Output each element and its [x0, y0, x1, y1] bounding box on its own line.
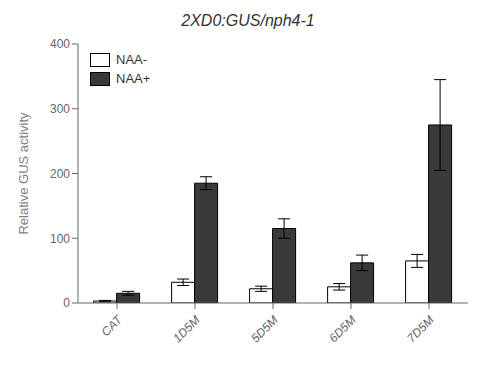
- html-text:NAA-: NAA-: [116, 52, 148, 67]
- svg-text:200: 200: [50, 167, 70, 181]
- html-text:NAA+: NAA+: [116, 71, 151, 86]
- svg-text:7D5M: 7D5M: [404, 313, 437, 346]
- svg-text:CAT: CAT: [99, 312, 126, 339]
- svg-text:5D5M: 5D5M: [248, 313, 281, 346]
- html-text:2XD0:GUS/nph4-1: 2XD0:GUS/nph4-1: [181, 12, 315, 29]
- svg-text:Relative GUS activity: Relative GUS activity: [16, 112, 31, 235]
- svg-text:400: 400: [50, 37, 70, 51]
- svg-text:0: 0: [63, 296, 70, 310]
- svg-text:100: 100: [50, 232, 70, 246]
- svg-text:300: 300: [50, 102, 70, 116]
- svg-text:1D5M: 1D5M: [170, 313, 203, 346]
- svg-text:6D5M: 6D5M: [326, 313, 359, 346]
